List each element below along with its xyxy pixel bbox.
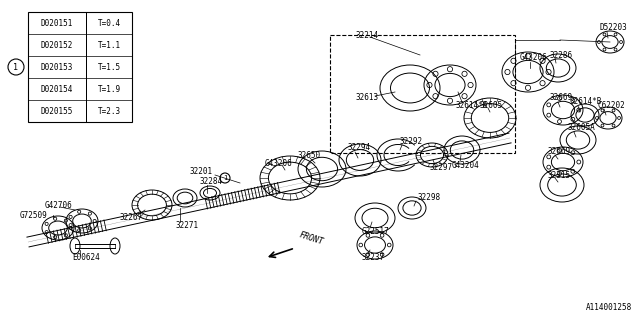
Text: 32669: 32669 [548,148,571,156]
Text: D020154: D020154 [41,84,73,93]
Text: D020152: D020152 [41,41,73,50]
Text: 32201: 32201 [190,167,213,177]
Text: 32294: 32294 [348,143,371,153]
Text: T=1.1: T=1.1 [97,41,120,50]
Text: G43204: G43204 [452,161,480,170]
Text: 1: 1 [223,175,227,181]
Bar [28,12,132,122]
Text: 32286: 32286 [550,51,573,60]
Text: 32613: 32613 [355,93,378,102]
Text: C62202: C62202 [598,101,626,110]
Text: D020153: D020153 [41,62,73,71]
Text: G42706: G42706 [45,201,73,210]
Text: E00624: E00624 [72,253,100,262]
Text: A114001258: A114001258 [586,303,632,312]
Text: T=1.5: T=1.5 [97,62,120,71]
Text: 32614*A: 32614*A [455,100,488,109]
Text: 32237: 32237 [362,253,385,262]
Text: G43206: G43206 [520,53,548,62]
Text: 32292: 32292 [400,138,423,147]
Text: 32297: 32297 [430,164,453,172]
Text: 32605: 32605 [480,100,503,109]
Text: D020151: D020151 [41,19,73,28]
Text: 32614*B: 32614*B [570,98,602,107]
Text: 32298: 32298 [418,194,441,203]
Text: 32669: 32669 [550,93,573,102]
Text: T=1.9: T=1.9 [97,84,120,93]
Text: T=0.4: T=0.4 [97,19,120,28]
Text: 32267: 32267 [120,213,143,222]
Text: 32315: 32315 [548,171,571,180]
Bar [330,35,515,153]
Text: G43206: G43206 [265,158,292,167]
Text: 32271: 32271 [175,221,198,230]
Text: 32650: 32650 [298,150,321,159]
Text: 32284: 32284 [200,178,223,187]
Text: G72509: G72509 [20,211,48,220]
Text: 1: 1 [13,62,19,71]
Text: D020155: D020155 [41,107,73,116]
Text: D52203: D52203 [600,23,628,33]
Text: G22517: G22517 [362,228,390,236]
Text: FRONT: FRONT [298,231,324,247]
Text: 32214: 32214 [355,30,378,39]
Text: T=2.3: T=2.3 [97,107,120,116]
Text: 32605A: 32605A [568,124,596,132]
